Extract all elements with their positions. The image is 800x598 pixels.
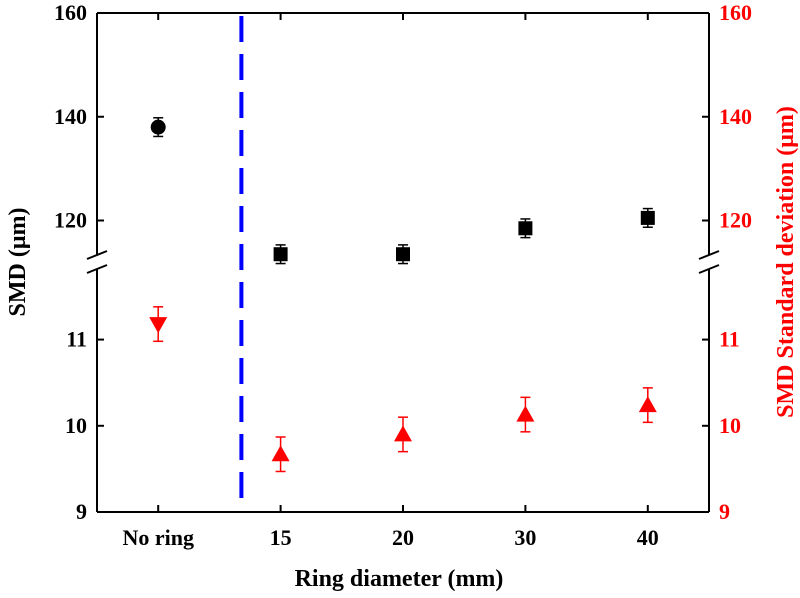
upper-right-tick-label: 120 <box>719 208 752 233</box>
data-marks <box>149 117 657 473</box>
square-point <box>396 247 410 262</box>
lower-right-tick-label: 9 <box>719 499 730 524</box>
triangle-up-point <box>516 405 535 422</box>
lower-right-tick-label: 10 <box>719 413 741 438</box>
y-axis-label-left: SMD (μm) <box>5 208 31 317</box>
square-point <box>640 210 655 225</box>
triangle-down-point <box>149 317 168 334</box>
ticks-layer <box>97 12 709 513</box>
x-tick-label: 30 <box>514 525 536 550</box>
upper-right-tick-label: 140 <box>719 104 752 129</box>
upper-right-tick-label: 160 <box>719 0 752 25</box>
square-point <box>518 221 533 236</box>
x-tick-label: 15 <box>270 525 292 550</box>
x-tick-label: No ring <box>122 525 194 550</box>
right-axis-break-mark <box>698 250 720 260</box>
circle-point <box>150 119 166 135</box>
triangle-up-point <box>638 396 657 413</box>
right-axis-break-mark <box>698 264 720 274</box>
y-axis-label-right: SMD Standard deviation (μm) <box>773 106 799 418</box>
lower-right-tick-label: 11 <box>719 327 740 352</box>
square-point <box>273 247 288 262</box>
left-axis-break-mark <box>86 264 108 274</box>
left-axis-break-mark <box>86 250 108 260</box>
triangle-up-point <box>271 445 290 462</box>
upper-left-tick-label: 120 <box>54 208 87 233</box>
upper-left-tick-label: 140 <box>54 104 87 129</box>
x-axis-label: Ring diameter (mm) <box>295 566 504 592</box>
lower-left-tick-label: 10 <box>65 413 87 438</box>
lower-left-tick-label: 11 <box>66 327 87 352</box>
x-tick-label: 40 <box>637 525 659 550</box>
lower-left-tick-label: 9 <box>76 499 87 524</box>
x-tick-label: 20 <box>392 525 414 550</box>
upper-left-tick-label: 160 <box>54 0 87 25</box>
triangle-up-point <box>394 425 412 442</box>
tick-labels: No ring 15 20 30 40 120 120 140 140 160 160 9 9 10 10 1… <box>54 0 752 550</box>
